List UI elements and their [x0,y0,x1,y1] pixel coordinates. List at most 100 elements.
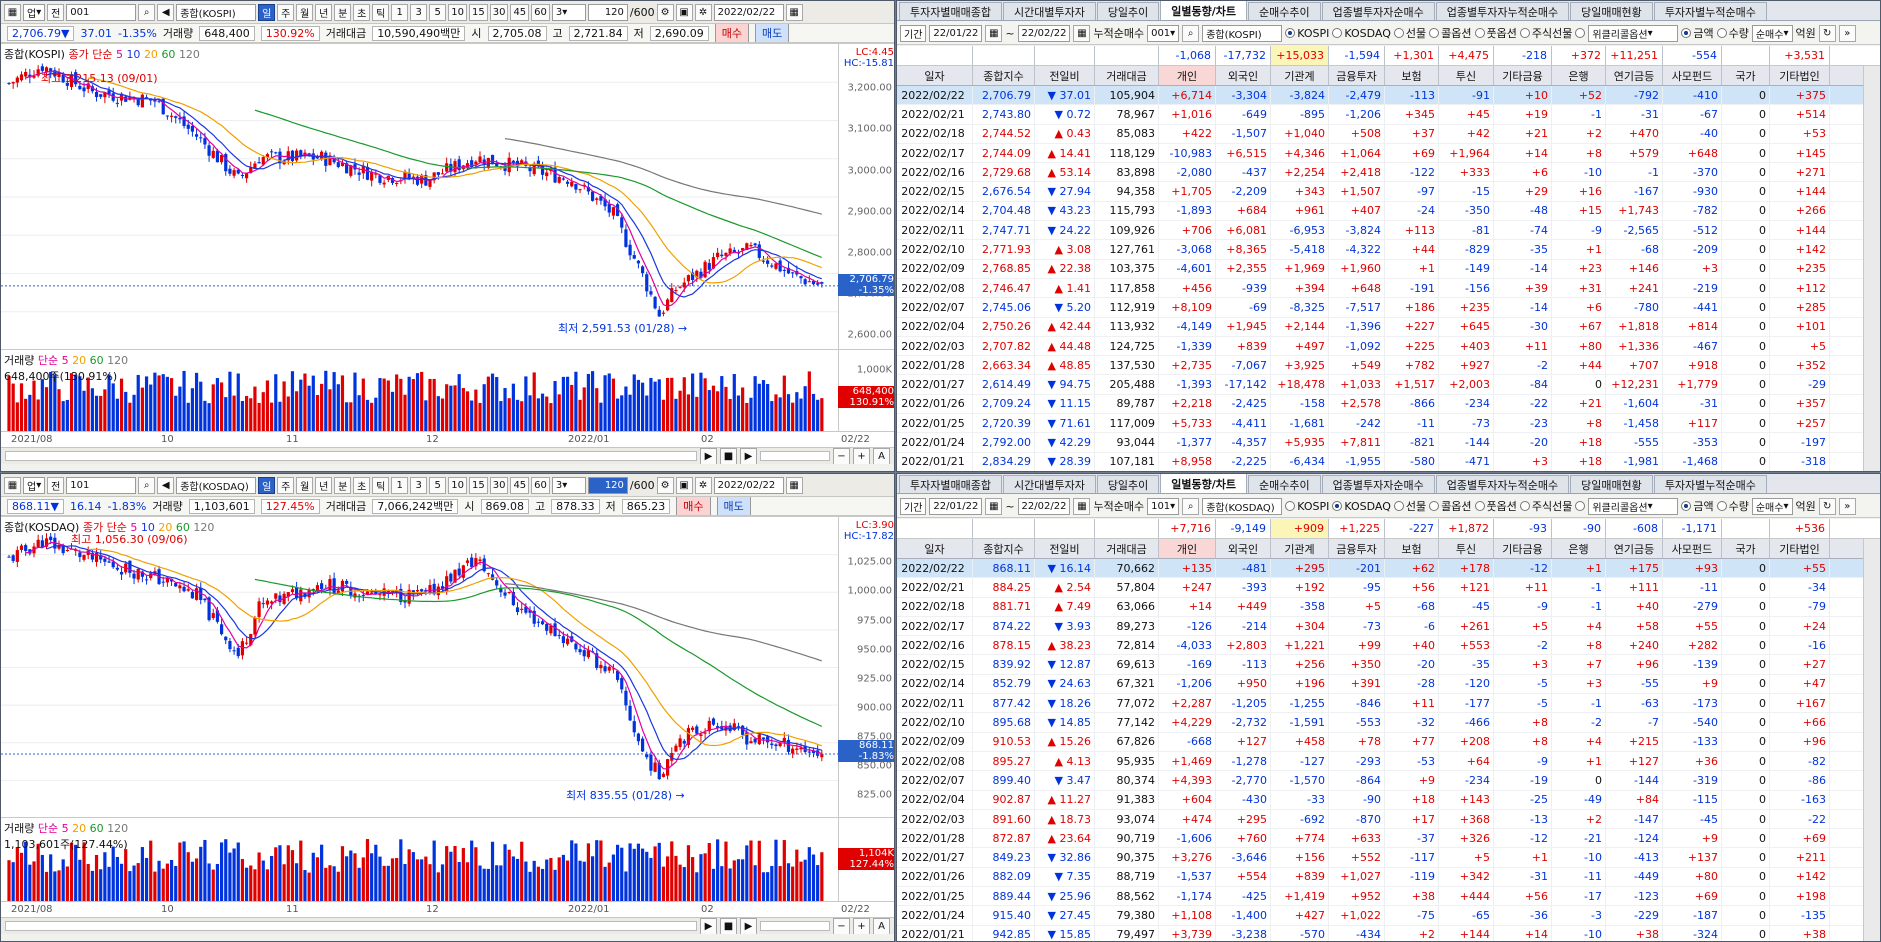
calendar-icon[interactable]: ▦ [985,497,1003,515]
tab-daily-trading[interactable]: 당일매매현황 [1570,475,1653,493]
table-row[interactable]: 2022/02/22 868.11 ▼ 16.14 70,662 +135 -481 +29… [897,559,1863,579]
mode-select[interactable]: 순매수 ▾ [1751,497,1793,515]
table-row[interactable]: 2022/01/28 872.87 ▲ 23.64 90,719 -1,606 +760 +… [897,829,1863,849]
header-insurance[interactable]: 보험 [1385,66,1439,85]
calendar-icon[interactable]: ▦ [785,3,803,21]
header-date[interactable]: 일자 [897,539,973,558]
header-foreign[interactable]: 외국인 [1216,66,1271,85]
tab-sector-cumulative[interactable]: 업종별투자자누적순매수 [1435,2,1570,20]
interval-1[interactable]: 1 [391,3,409,21]
code-input[interactable]: 101 [66,476,137,494]
period-day[interactable]: 일 [258,3,276,21]
table-row[interactable]: 2022/02/21 2,743.80 ▼ 0.72 78,967 +1,016 -649… [897,105,1863,125]
stop-icon[interactable]: ■ [720,918,737,934]
tab-investor-cumulative[interactable]: 투자자별누적순매수 [1653,2,1767,20]
sell-button[interactable]: 매도 [716,497,751,515]
radio-kospi[interactable]: KOSPI [1285,500,1329,513]
refresh-icon[interactable]: ↻ [1818,24,1836,42]
table-row[interactable]: 2022/01/25 889.44 ▼ 25.96 88,562 -1,174 -425 +… [897,887,1863,907]
table-row[interactable]: 2022/02/09 2,768.85 ▲ 22.38 103,375 -4,601 +2… [897,259,1863,279]
radio-weekly[interactable] [1575,501,1586,511]
tab-daily-trend[interactable]: 일별동향/차트 [1160,1,1248,20]
table-row[interactable]: 2022/02/17 874.22 ▼ 3.93 89,273 -126 -214 +304… [897,616,1863,637]
tab-investor-summary[interactable]: 투자자별매매종합 [899,2,1002,20]
header-date[interactable]: 일자 [897,66,973,85]
radio-quantity[interactable]: 수량 [1716,25,1749,41]
header-insurance[interactable]: 보험 [1385,539,1439,558]
tab-daily-trend[interactable]: 일별동향/차트 [1160,474,1248,493]
header-trust[interactable]: 투신 [1439,539,1494,558]
interval-45[interactable]: 45 [510,3,530,21]
radio-stock-futures[interactable]: 주식선물 [1519,498,1572,514]
chart-scrollbar[interactable]: ▶ ■ ▶ − + A [1,917,894,934]
table-row[interactable]: 2022/02/16 2,729.68 ▲ 53.14 83,898 -2,080 -43… [897,163,1863,183]
tab-daily-trading[interactable]: 당일매매현황 [1570,2,1653,20]
period-week[interactable]: 주 [277,476,295,494]
volume-pane[interactable]: 거래량 단순 5 20 60 120 648,400주(130.91%) 1,0… [1,349,894,432]
tools-icon[interactable]: ⚙ [656,3,674,21]
tab-time-investor[interactable]: 시간대별투자자 [1002,475,1096,493]
header-private-fund[interactable]: 사모펀드 [1663,539,1722,558]
tools-icon[interactable]: ⚙ [656,476,674,494]
period-second[interactable]: 초 [353,3,371,21]
to-date[interactable]: 22/02/22 [1017,24,1071,42]
settings-icon[interactable]: ✲ [694,3,712,21]
radio-quantity[interactable]: 수량 [1716,498,1749,514]
period-month[interactable]: 월 [296,476,314,494]
scroll-track[interactable] [5,451,697,461]
interval-5[interactable]: 5 [429,476,447,494]
layout-icon[interactable]: ▦ [4,3,21,21]
interval-30[interactable]: 30 [489,476,509,494]
font-icon[interactable]: A [873,918,890,934]
play-icon[interactable]: ▶ [700,448,717,464]
chart-scrollbar[interactable]: ▶ ■ ▶ − + A [1,447,894,464]
interval-45[interactable]: 45 [510,476,530,494]
header-individual[interactable]: 개인 [1159,539,1216,558]
header-institution[interactable]: 기관계 [1271,539,1329,558]
interval-15[interactable]: 15 [468,3,488,21]
layout-icon[interactable]: ▦ [4,476,21,494]
header-pension[interactable]: 연기금등 [1606,66,1663,85]
period-year[interactable]: 년 [315,3,333,21]
mode-select[interactable]: 순매수 ▾ [1751,24,1793,42]
radio-kosdaq[interactable]: KOSDAQ [1332,500,1391,513]
radio-futures[interactable]: 선물 [1393,25,1426,41]
table-row[interactable]: 2022/01/26 2,709.24 ▼ 11.15 89,787 +2,218 -2,… [897,394,1863,415]
volume-pane[interactable]: 거래량 단순 5 20 60 120 1,103,601주(127.44%) 1… [1,817,894,902]
weekly-select[interactable]: 위클리콜옵션 ▾ [1588,24,1679,42]
next-icon[interactable]: ▶ [740,448,757,464]
header-state[interactable]: 국가 [1722,66,1770,85]
market-button[interactable]: 전 [47,3,65,21]
header-index[interactable]: 종합지수 [973,66,1035,85]
market-button[interactable]: 전 [47,476,65,494]
period-day[interactable]: 일 [258,476,276,494]
tab-net-buy-trend[interactable]: 순매수추이 [1248,475,1321,493]
header-fin-invest[interactable]: 금융투자 [1329,539,1385,558]
save-icon[interactable]: ▣ [675,3,693,21]
table-row[interactable]: 2022/02/04 902.87 ▲ 11.27 91,383 +604 -430 -33… [897,790,1863,810]
price-chart-pane[interactable]: 종합(KOSPI) 종가 단순 5 10 20 60 120 최고 3,215.… [1,43,894,349]
index-code[interactable]: 001 ▾ [1147,24,1180,42]
code-input[interactable]: 001 [66,3,137,21]
tab-intraday[interactable]: 당일추이 [1096,475,1160,493]
next-icon[interactable]: » [1838,24,1856,42]
tab-sector-cumulative[interactable]: 업종별투자자누적순매수 [1435,475,1570,493]
table-row[interactable]: 2022/02/14 852.79 ▼ 24.63 67,321 -1,206 +950 +… [897,674,1863,695]
interval-1[interactable]: 1 [391,476,409,494]
buy-button[interactable]: 매수 [714,24,749,42]
header-amount[interactable]: 거래대금 [1095,539,1159,558]
tab-sector-net-buy[interactable]: 업종별투자자순매수 [1321,2,1435,20]
header-other-fin[interactable]: 기타금융 [1494,539,1552,558]
buy-button[interactable]: 매수 [676,497,711,515]
date-field[interactable]: 2022/02/22 [713,476,784,494]
table-row[interactable]: 2022/01/24 2,792.00 ▼ 42.29 93,044 -1,377 -4,… [897,433,1863,453]
next-icon[interactable]: ▶ [740,918,757,934]
table-row[interactable]: 2022/02/09 910.53 ▲ 15.26 67,826 -668 +127 +45… [897,732,1863,752]
header-pension[interactable]: 연기금등 [1606,539,1663,558]
table-row[interactable]: 2022/02/11 2,747.71 ▼ 24.22 109,926 +706 +6,0… [897,221,1863,241]
stop-icon[interactable]: ■ [720,448,737,464]
count-input[interactable]: 120 [587,3,628,21]
radio-amount[interactable]: 금액 [1681,498,1714,514]
table-row[interactable]: 2022/01/21 942.85 ▼ 15.85 79,497 +3,739 -3,23… [897,925,1863,941]
interval-select[interactable]: 3 ▾ [551,476,586,494]
